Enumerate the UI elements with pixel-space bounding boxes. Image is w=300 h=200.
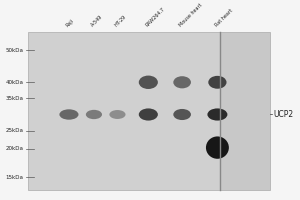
Ellipse shape <box>139 108 158 121</box>
Text: 35kDa: 35kDa <box>5 96 23 101</box>
Ellipse shape <box>110 110 125 119</box>
FancyBboxPatch shape <box>28 32 220 190</box>
Ellipse shape <box>86 110 102 119</box>
Text: Mouse heart: Mouse heart <box>178 3 204 28</box>
Ellipse shape <box>59 109 79 120</box>
Ellipse shape <box>173 109 191 120</box>
Ellipse shape <box>208 76 226 89</box>
Text: RAW264.7: RAW264.7 <box>145 6 166 28</box>
Text: 20kDa: 20kDa <box>5 146 23 151</box>
Text: 40kDa: 40kDa <box>5 80 23 85</box>
Text: HT-29: HT-29 <box>114 14 128 28</box>
Text: UCP2: UCP2 <box>273 110 293 119</box>
Text: Raji: Raji <box>65 18 75 28</box>
FancyBboxPatch shape <box>220 32 270 190</box>
Ellipse shape <box>207 108 227 121</box>
Text: Rat heart: Rat heart <box>214 8 234 28</box>
Text: A-549: A-549 <box>90 14 104 28</box>
Text: 15kDa: 15kDa <box>5 175 23 180</box>
Ellipse shape <box>139 76 158 89</box>
Ellipse shape <box>173 76 191 88</box>
Ellipse shape <box>206 136 229 159</box>
Text: 25kDa: 25kDa <box>5 128 23 133</box>
Text: 50kDa: 50kDa <box>5 48 23 53</box>
